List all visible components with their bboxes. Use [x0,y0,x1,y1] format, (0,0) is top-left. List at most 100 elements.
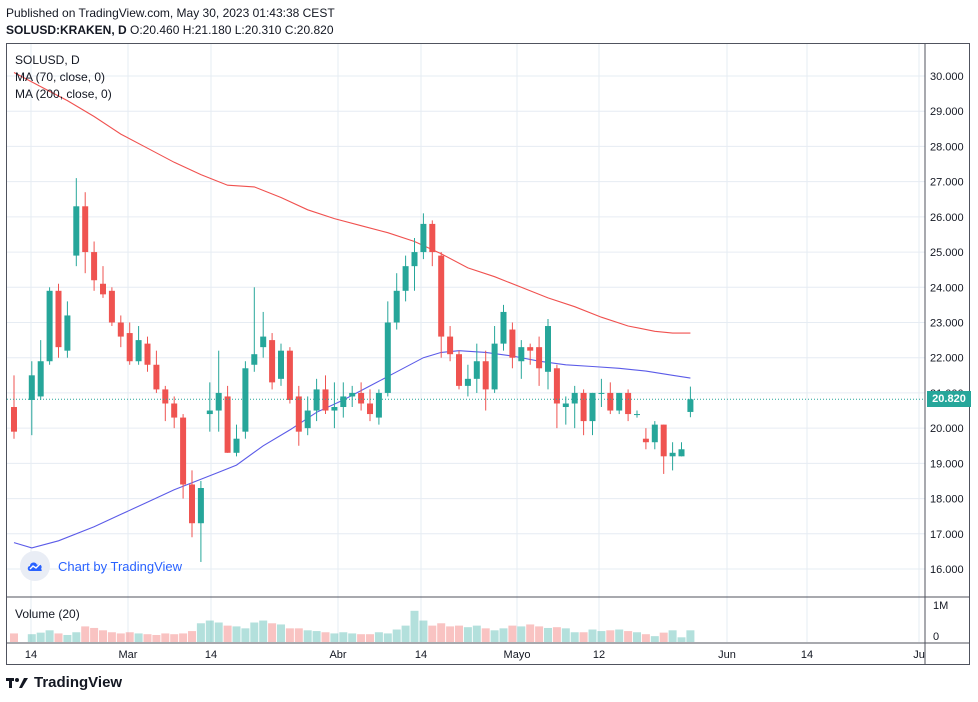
volume-bar [72,632,81,642]
volume-bar [508,625,517,642]
volume-bar [268,623,277,642]
volume-bar [232,626,241,642]
volume-bar [570,632,579,642]
volume-bar [446,626,455,642]
volume-bar [659,632,668,642]
candle-up [518,347,525,362]
volume-bar [579,632,588,642]
candle-up [64,315,71,351]
tradingview-cloud-icon [20,551,50,581]
x-tick-label: Mayo [504,649,531,661]
volume-bar [410,610,419,642]
volume-bar [339,632,348,642]
candle-up [473,361,480,379]
volume-bar [677,637,686,642]
price-tick-label: 28.000 [930,141,964,153]
volume-bar [624,631,633,642]
x-tick-label: 14 [415,649,427,661]
volume-bar [116,633,125,642]
volume-bar [472,625,481,642]
candle-down [429,223,436,253]
volume-bar [330,633,339,642]
candle-down [82,206,89,253]
candle-down [91,252,98,281]
candle-down [100,283,106,295]
candle-down [286,350,293,400]
candle-up [349,392,356,397]
candle-down [117,322,124,337]
candle-up [375,392,382,418]
volume-bar [45,630,54,642]
volume-bar [366,634,374,642]
volume-bar [419,620,428,642]
price-tick-label: 27.000 [930,177,964,189]
candle-up [687,399,694,412]
volume-bar [374,632,383,642]
volume-bar [223,625,232,642]
candle-down [509,329,516,358]
candle-down [527,347,534,351]
volume-bar [152,634,161,642]
candle-down [447,336,454,355]
x-tick-label: 12 [593,649,605,661]
candle-down [11,407,17,432]
volume-legend[interactable]: Volume (20) [15,607,80,621]
price-tick-label: 20.000 [930,423,964,435]
symbol-name: SOLUSD:KRAKEN, D [6,23,127,37]
price-tick-label: 23.000 [930,318,964,330]
volume-bar [552,627,561,642]
volume-bar [401,625,410,642]
candle-down [367,403,373,415]
candle-up [242,368,249,432]
candle-down [482,361,489,390]
volume-bar [81,626,90,642]
candle-up [251,354,258,365]
candle-down [180,417,187,485]
candle-down [438,255,445,337]
candle-down [171,403,178,418]
volume-bar [686,630,695,642]
volume-bar [312,631,321,642]
candle-up [260,336,267,348]
candle-down [660,424,667,457]
price-tick-label: 26.000 [930,212,964,224]
candle-down [108,290,115,323]
volume-bar [143,634,152,642]
tradingview-watermark[interactable]: Chart by TradingView [20,551,182,581]
candle-up [420,223,427,253]
volume-bars [10,610,695,642]
volume-bar [544,627,552,642]
legend-symbol: SOLUSD, D [15,53,80,67]
candle-up [313,389,320,411]
legend-ma200[interactable]: MA (200, close, 0) [15,87,112,101]
volume-bar [63,634,72,642]
legend-ma70[interactable]: MA (70, close, 0) [15,70,106,84]
volume-bar [499,628,508,642]
volume-bar [615,629,624,642]
ma200-path [13,72,691,334]
candle-up [206,410,213,415]
volume-bar [99,630,107,642]
candle-up [678,449,685,457]
candle-down [625,392,632,415]
candle-down [153,364,160,390]
volume-bar [597,631,606,642]
volume-bar [294,628,303,642]
ma70-path [13,350,691,549]
candle-up [669,452,676,457]
candle-down [295,396,302,432]
x-tick-label: 14 [801,649,813,661]
candle-up [545,326,551,372]
candle-down [322,389,329,411]
x-tick-label: Mar [119,649,138,661]
chart-legend: SOLUSD, D MA (70, close, 0) MA (200, clo… [15,52,112,103]
footer-logo[interactable]: TradingView [6,674,122,691]
price-tick-label: 18.000 [930,494,964,506]
candle-down [269,340,276,383]
candle-up [464,378,471,386]
x-tick-label: Abr [329,649,346,661]
volume-bar [650,636,659,642]
volume-bar [107,632,116,642]
price-tick-label: 22.000 [930,353,964,365]
